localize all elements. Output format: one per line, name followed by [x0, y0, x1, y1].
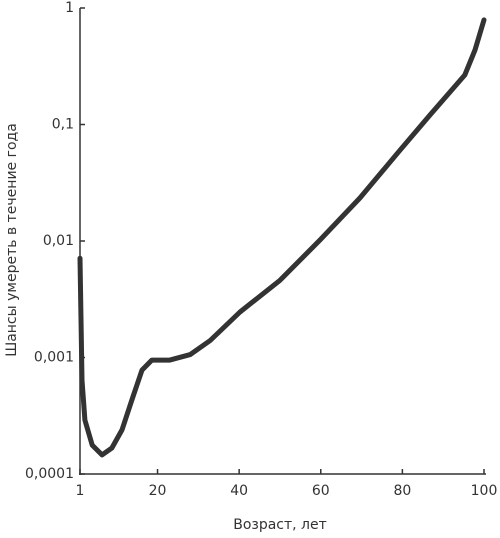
line [77, 17, 487, 458]
x-tick-label: 60 [312, 483, 330, 499]
x-axis-label: Возраст, лет [233, 517, 327, 533]
y-axis-label: Шансы умереть в течение года [4, 123, 20, 357]
x-tick-label: 1 [76, 483, 85, 499]
y-tick-label: 0,001 [34, 350, 74, 366]
y-tick-label: 0,0001 [25, 466, 74, 482]
y-tick-label: 1 [65, 0, 74, 16]
x-tick-label: 80 [393, 483, 411, 499]
x-tick-label: 40 [230, 483, 248, 499]
x-tick-label: 100 [471, 483, 498, 499]
y-tick-label: 0,01 [43, 233, 74, 249]
x-tick-label: 20 [149, 483, 167, 499]
y-tick-label: 0,1 [52, 117, 74, 133]
